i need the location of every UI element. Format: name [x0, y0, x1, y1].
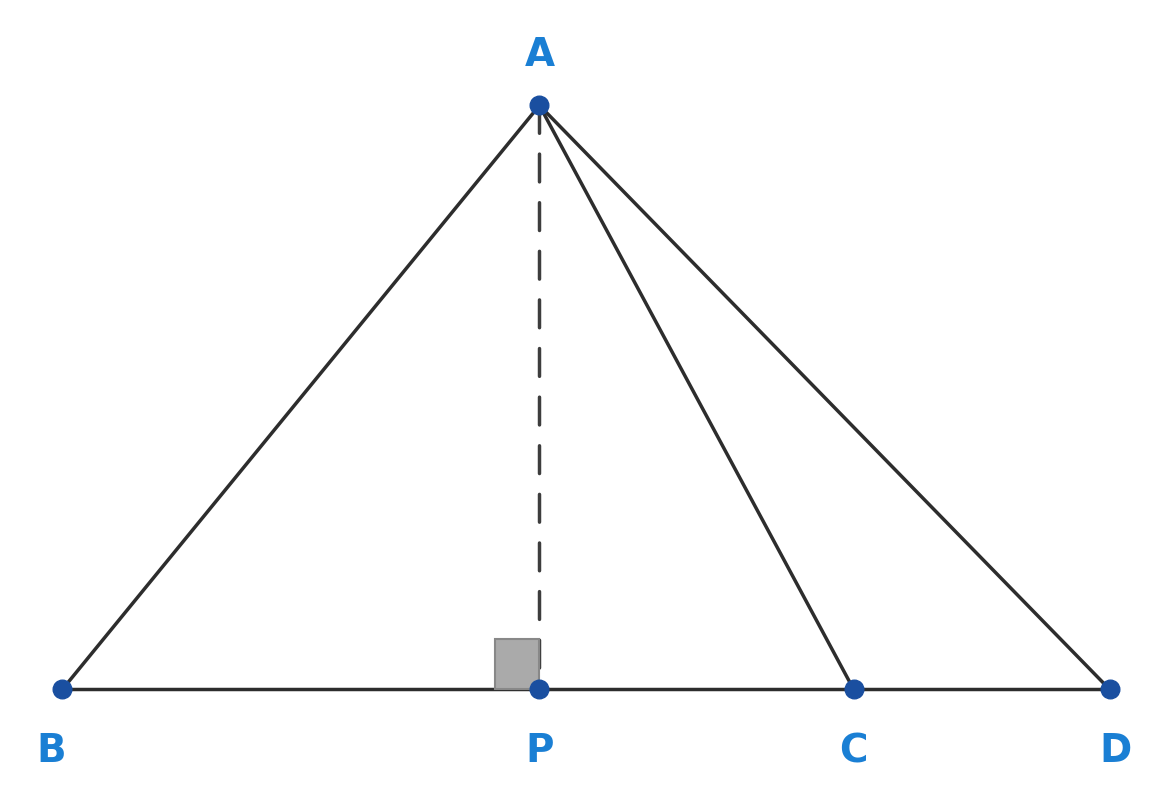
Point	[53, 683, 71, 696]
Text: A: A	[524, 36, 554, 74]
Point	[530, 99, 548, 112]
Point	[844, 683, 863, 696]
Text: C: C	[839, 732, 868, 770]
Text: D: D	[1099, 732, 1132, 770]
Text: P: P	[525, 732, 553, 770]
Point	[1101, 683, 1119, 696]
Polygon shape	[496, 639, 539, 689]
Point	[530, 683, 548, 696]
Text: B: B	[36, 732, 66, 770]
